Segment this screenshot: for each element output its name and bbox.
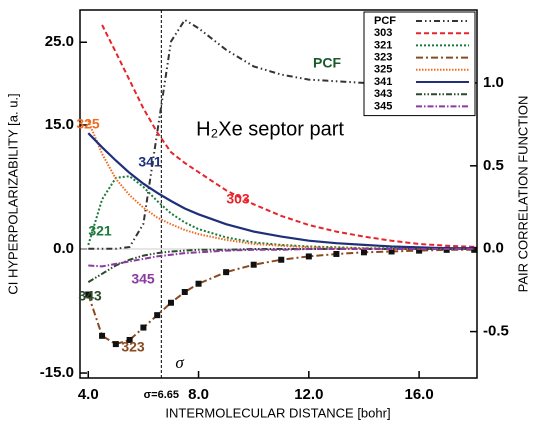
legend-label: 343 [374,88,392,100]
plot-frame [79,9,478,379]
series-line [88,248,475,268]
marker [305,253,312,260]
annotation: PCF [313,55,341,71]
annotation: 345 [131,271,155,287]
annotation: 325 [76,116,100,132]
y-tick-label: -15.0 [40,364,74,381]
marker [360,249,367,256]
x-tick-label: 12.0 [294,386,323,403]
x-tick-label: 16.0 [405,386,434,403]
y-tick-label: 15.0 [45,116,74,133]
marker [333,250,340,257]
marker [416,247,423,254]
series-line [101,24,475,248]
annotation: 303 [226,191,250,207]
y-axis-label: CI HYPERPOLARIZABILITY [a. u.] [5,93,20,294]
legend-label: PCF [374,15,396,27]
sigma-symbol: σ [175,353,184,372]
legend-label: 323 [374,52,392,64]
legend-label: 341 [374,76,392,88]
marker [388,248,395,255]
marker [167,299,174,306]
marker [85,291,92,298]
series-line [87,132,475,250]
marker [154,312,161,319]
marker [181,288,188,295]
legend-label: 303 [374,27,392,39]
marker [140,324,147,331]
marker [126,336,133,343]
annotation: 343 [78,288,102,304]
legend-label: 345 [374,100,392,112]
y2-tick-label: 0.5 [483,157,504,174]
annotation: 321 [88,223,112,239]
marker [278,256,285,263]
y-tick-label: 25.0 [45,33,74,50]
marker [99,332,106,339]
series-line [88,18,475,250]
annotation: 341 [138,154,162,170]
y2-tick-label: -0.5 [483,323,509,340]
annotation: 323 [121,339,145,355]
y2-tick-label: 0.0 [483,240,504,257]
x-tick-label: 4.0 [78,386,99,403]
series-line [87,175,475,250]
sigma-label: σ=6.65 [144,389,179,401]
y-tick-label: 0.0 [53,240,74,257]
y2-axis-label: PAIR CORRELATION FUNCTION [515,96,530,293]
marker [250,261,257,268]
y2-tick-label: 1.0 [483,74,504,91]
chart-title: H₂Xe septor part [196,118,344,140]
marker [112,341,119,348]
x-axis-label: INTERMOLECULAR DISTANCE [bohr] [165,405,390,420]
marker [223,269,230,276]
x-tick-label: 8.0 [188,386,209,403]
marker [195,280,202,287]
legend-label: 325 [374,64,392,76]
legend-box [363,11,476,117]
legend-label: 321 [374,39,392,51]
series-line [87,248,475,283]
